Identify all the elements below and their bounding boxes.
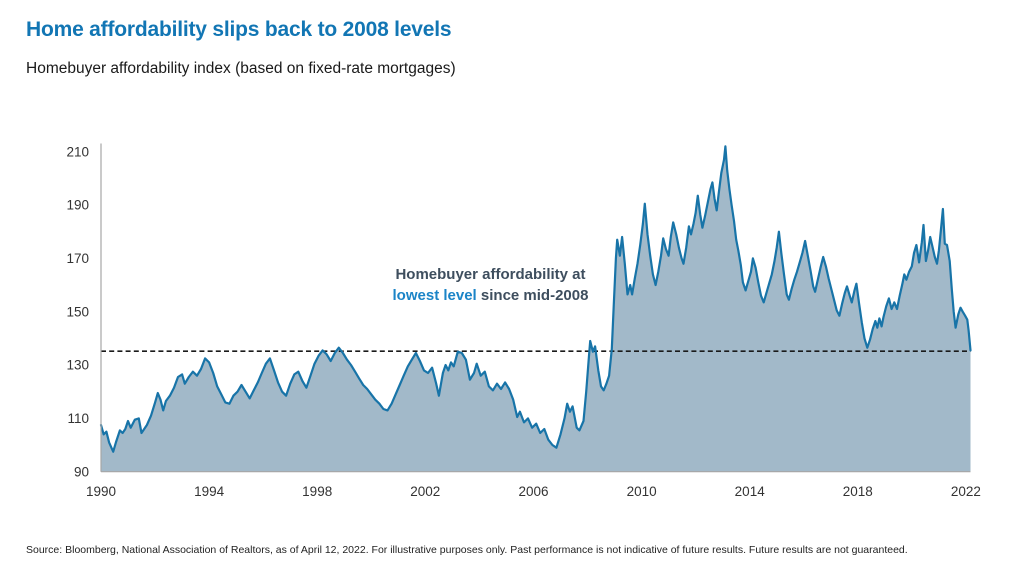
y-tick-label: 150: [66, 304, 89, 319]
annotation-line2: lowest level since mid-2008: [383, 285, 598, 306]
y-tick-label: 170: [66, 251, 89, 266]
x-tick-label: 2010: [627, 484, 657, 499]
x-tick-label: 2022: [951, 484, 981, 499]
x-tick-label: 2018: [843, 484, 873, 499]
y-tick-label: 190: [66, 198, 89, 213]
y-tick-label: 110: [67, 411, 89, 426]
chart-annotation: Homebuyer affordability at lowest level …: [383, 264, 598, 306]
y-tick-label: 210: [66, 144, 89, 159]
index-line: [99, 145, 972, 453]
x-tick-label: 1990: [86, 484, 116, 499]
annotation-rest: since mid-2008: [476, 287, 589, 304]
source-note: Source: Bloomberg, National Association …: [26, 544, 908, 556]
annotation-line1: Homebuyer affordability at: [395, 266, 586, 283]
x-tick-label: 1998: [302, 484, 332, 499]
x-tick-label: 2014: [735, 484, 766, 499]
y-tick-label: 90: [74, 464, 89, 479]
x-tick-label: 2002: [410, 484, 440, 499]
page-title: Home affordability slips back to 2008 le…: [26, 18, 452, 41]
x-tick-label: 2006: [518, 484, 548, 499]
y-tick-label: 130: [66, 358, 89, 373]
chart-subtitle: Homebuyer affordability index (based on …: [26, 60, 456, 77]
annotation-highlight: lowest level: [392, 287, 477, 304]
x-tick-label: 1994: [194, 484, 225, 499]
y-axis-labels: 90 110 130 150 170 190 210: [66, 144, 89, 479]
area-fill: [101, 146, 971, 472]
x-axis-labels: 1990 1994 1998 2002 2006 2010 2014 2018 2022: [86, 484, 981, 499]
